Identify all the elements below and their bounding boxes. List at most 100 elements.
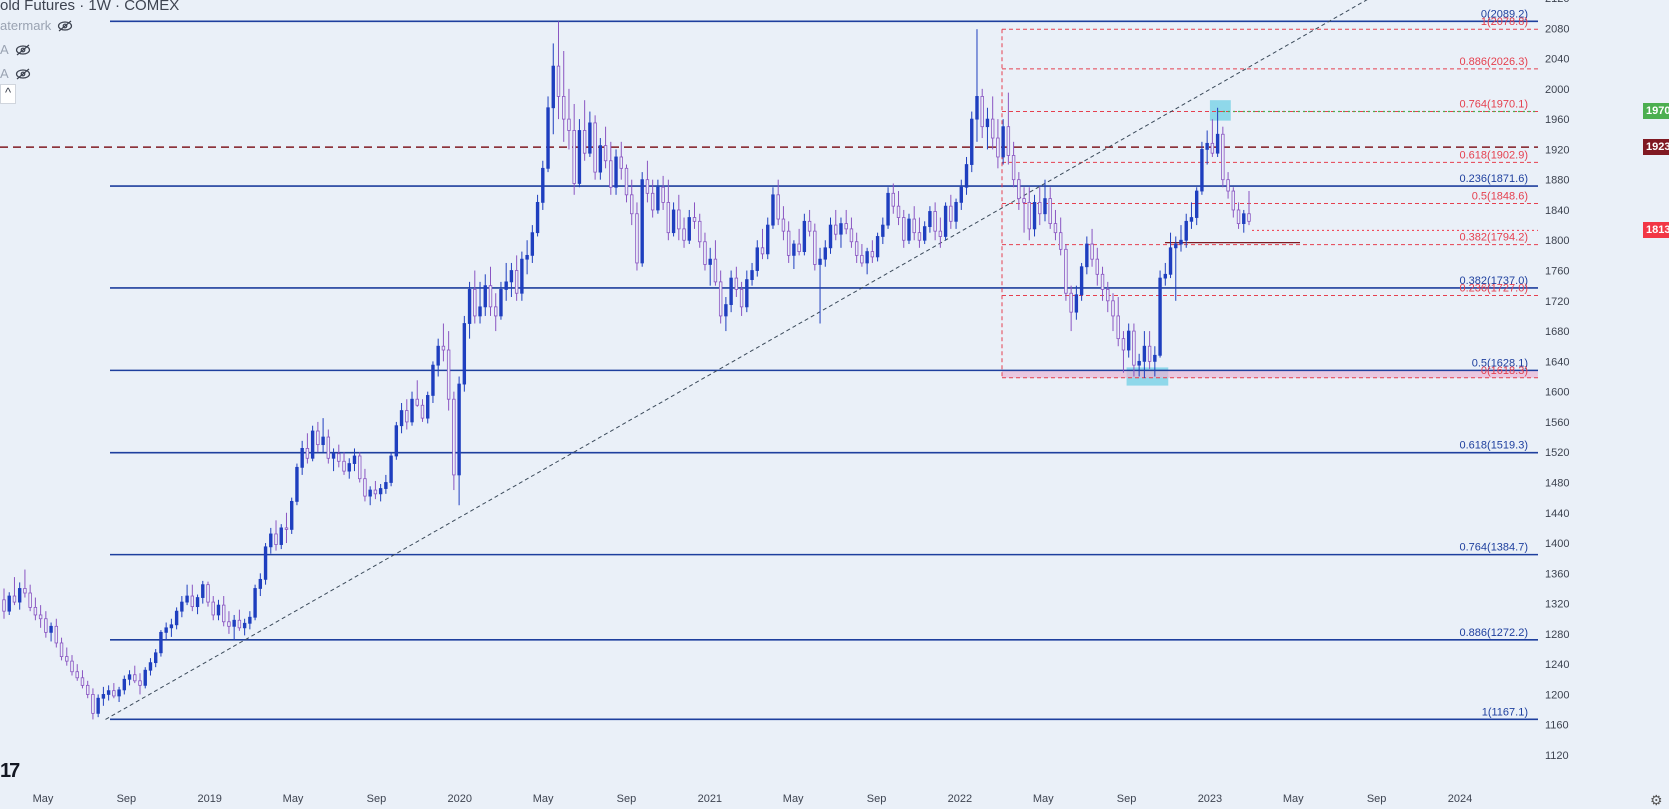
candle-body [410,398,414,423]
gear-icon[interactable]: ⚙ [1650,792,1663,808]
watermark-row: atermark [0,18,73,33]
candle-body [1058,232,1063,250]
candle-body [54,625,59,644]
candle-body [949,205,953,222]
candle-body [1069,292,1073,313]
candle-body [645,179,650,194]
candle-body [630,194,634,215]
candle-body [582,130,587,154]
candle-body [682,228,686,241]
candle-body [692,217,697,222]
candle-body [44,618,48,633]
candle-body [1121,338,1126,351]
candle-body [473,289,477,317]
candle-body [870,251,875,258]
candle-body [17,588,22,603]
x-tick-label: 2021 [698,793,722,805]
candle-body [384,482,388,489]
candle-body [530,232,535,256]
price-tag: 1923 [1643,139,1669,156]
x-tick-label: May [1283,793,1304,805]
price-axis [1538,0,1669,808]
candle-body [844,223,848,230]
candle-body [609,160,613,188]
candle-body [164,627,168,633]
candle-body [535,201,540,234]
x-tick-label: May [33,793,54,805]
candle-body [556,65,561,97]
candle-body [101,694,106,699]
candle-body [739,289,744,308]
x-tick-label: 2024 [1448,793,1472,805]
candle-body [399,410,404,427]
candle-body [1116,315,1120,340]
candle-body [1074,294,1079,313]
y-tick-label: 1160 [1545,720,1569,732]
candle-body [786,230,791,256]
candle-body [881,224,885,237]
candle-body [541,167,545,203]
candle-body [133,674,137,682]
candle-body [154,652,158,664]
candle-body [734,277,739,290]
candle-body [85,684,90,695]
candle-body [1205,142,1209,150]
short-fib-label: 0.382(1794.2) [1460,232,1529,244]
candle-body [771,194,775,226]
short-fib-label: 0.886(2026.3) [1460,56,1529,68]
candle-body [1032,201,1037,230]
candle-body [572,130,576,184]
candle-body [1111,300,1115,317]
candle-body [436,345,440,366]
candle-body [363,478,367,497]
candle-body [938,230,943,237]
candle-body [326,436,331,459]
candle-body [1210,142,1215,154]
candle-body [1100,273,1105,290]
candle-body [1064,248,1068,294]
y-tick-label: 1960 [1545,114,1569,126]
candle-body [452,398,456,476]
candle-body [446,349,451,400]
collapse-legend-button[interactable]: ^ [0,84,16,104]
candle-body [117,689,121,697]
candle-body [462,323,467,385]
candle-body [49,625,53,633]
y-tick-label: 1720 [1545,296,1569,308]
candle-body [818,258,822,265]
candle-body [2,599,6,612]
y-tick-label: 1800 [1545,235,1569,247]
y-tick-label: 1560 [1545,417,1569,429]
candle-body [567,118,571,131]
candle-body [766,224,770,255]
indicator-row-1: A [0,42,31,57]
candle-body [593,122,597,173]
candle-body [1048,198,1052,224]
candle-body [1184,220,1188,241]
candle-body [316,430,320,446]
candle-body [148,662,153,671]
candle-body [28,592,32,608]
candle-body [975,96,979,120]
candle-body [405,410,409,423]
candle-body [666,201,671,234]
candle-body [807,220,812,232]
candle-body [1247,213,1251,222]
candle-body [718,281,723,317]
hide-eye-icon[interactable] [57,20,73,32]
indicator-1-label: A [0,42,9,57]
candle-body [1027,201,1031,230]
candle-body [38,614,43,620]
candle-body [431,364,435,396]
y-tick-label: 1880 [1545,175,1569,187]
hide-eye-icon[interactable] [15,68,31,80]
candle-body [828,224,833,249]
candle-body [928,211,932,228]
tradingview-logo: 17 [0,760,20,782]
candle-body [195,597,200,608]
candle-body [750,270,754,281]
hide-eye-icon[interactable] [15,44,31,56]
candle-body [1158,277,1162,356]
